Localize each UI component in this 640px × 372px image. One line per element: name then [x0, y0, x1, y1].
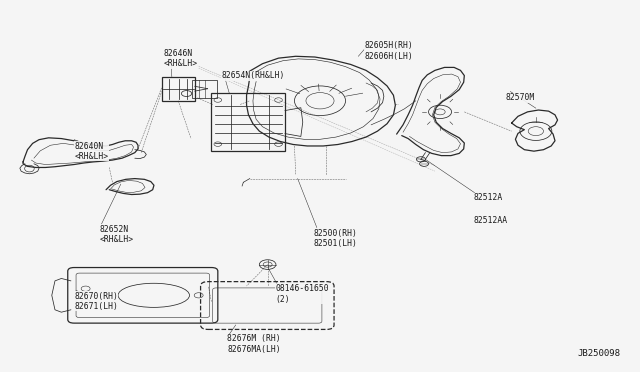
Text: JB250098: JB250098 — [577, 349, 620, 358]
Text: 82500(RH)
82501(LH): 82500(RH) 82501(LH) — [314, 229, 358, 248]
Text: 82512A: 82512A — [473, 193, 502, 202]
Text: 82512AA: 82512AA — [473, 216, 508, 225]
Text: 82676M (RH)
82676MA(LH): 82676M (RH) 82676MA(LH) — [227, 334, 281, 354]
Text: 82670(RH)
82671(LH): 82670(RH) 82671(LH) — [74, 292, 118, 311]
Bar — [162, 77, 195, 101]
Text: 82570M: 82570M — [505, 93, 534, 102]
Text: 08146-61650
(2): 08146-61650 (2) — [275, 284, 329, 304]
Text: 82652N
<RH&LH>: 82652N <RH&LH> — [100, 225, 134, 244]
Text: 82654N(RH&LH): 82654N(RH&LH) — [221, 71, 284, 80]
Text: 82605H(RH)
82606H(LH): 82605H(RH) 82606H(LH) — [365, 41, 413, 61]
Bar — [192, 80, 216, 98]
Text: 82646N
<RH&LH>: 82646N <RH&LH> — [164, 49, 198, 68]
Bar — [211, 93, 285, 151]
Text: 82640N
<RH&LH>: 82640N <RH&LH> — [74, 141, 108, 161]
